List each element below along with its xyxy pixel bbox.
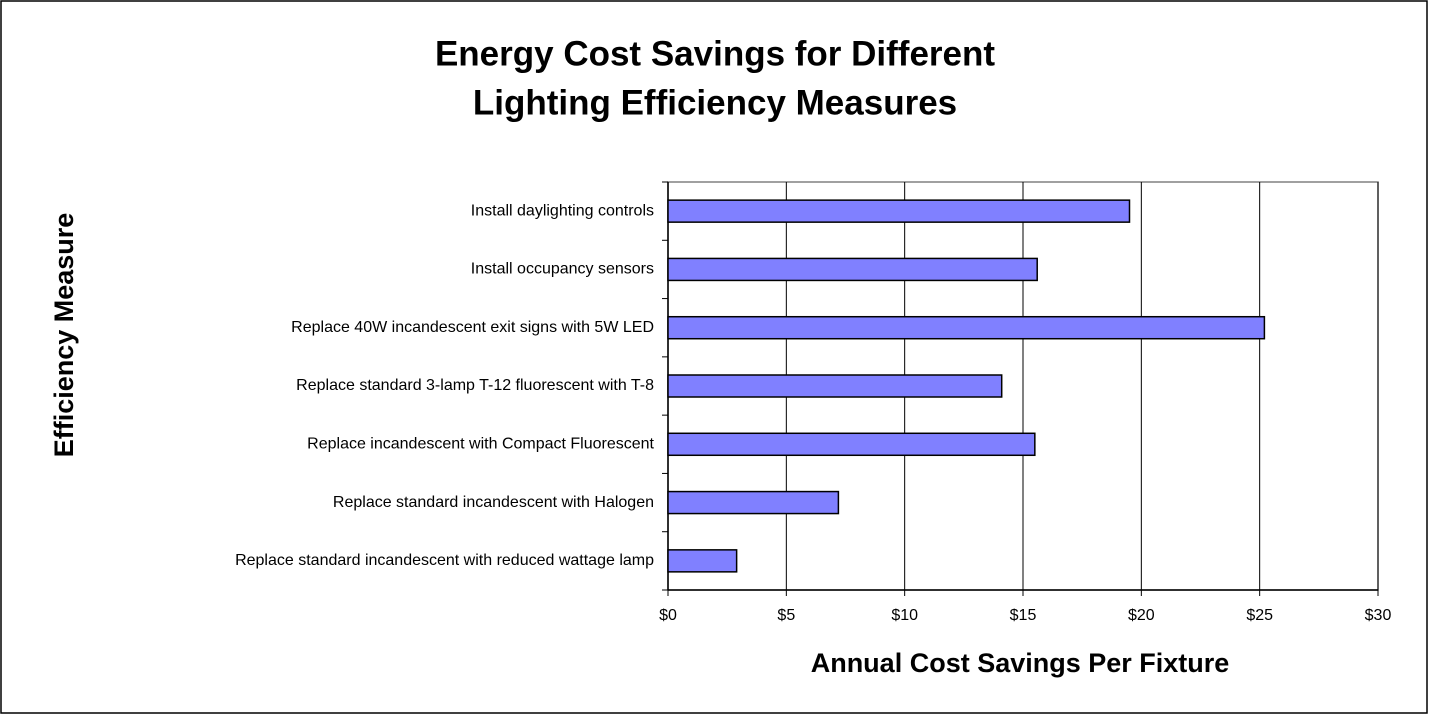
bar	[667, 432, 1036, 457]
x-tick-label: $20	[1128, 607, 1155, 624]
x-axis-title: Annual Cost Savings Per Fixture	[811, 648, 1230, 678]
bar	[667, 315, 1266, 340]
y-axis-title: Efficiency Measure	[49, 213, 79, 458]
x-tick-label: $5	[777, 607, 795, 624]
y-tick-label: Replace 40W incandescent exit signs with…	[291, 319, 654, 336]
x-tick-label: $10	[891, 607, 918, 624]
y-tick-label: Install daylighting controls	[471, 202, 654, 219]
y-tick-label: Replace standard incandescent with Halog…	[333, 494, 654, 511]
bar	[667, 257, 1038, 282]
y-tick-label: Replace incandescent with Compact Fluore…	[307, 436, 654, 453]
bar	[667, 549, 738, 573]
bar	[667, 374, 1003, 398]
chart-title-line: Lighting Efficiency Measures	[473, 83, 957, 122]
y-tick-label: Replace standard 3-lamp T-12 fluorescent…	[296, 377, 654, 394]
x-tick-label: $25	[1246, 607, 1273, 624]
x-tick-label: $0	[659, 607, 677, 624]
y-tick-label: Replace standard incandescent with reduc…	[235, 552, 654, 569]
x-tick-label: $30	[1365, 607, 1392, 624]
chart-title-line: Energy Cost Savings for Different	[435, 34, 995, 73]
x-tick-label: $15	[1010, 607, 1037, 624]
y-tick-label: Install occupancy sensors	[471, 261, 654, 278]
bar	[667, 490, 840, 515]
bar	[667, 199, 1131, 223]
